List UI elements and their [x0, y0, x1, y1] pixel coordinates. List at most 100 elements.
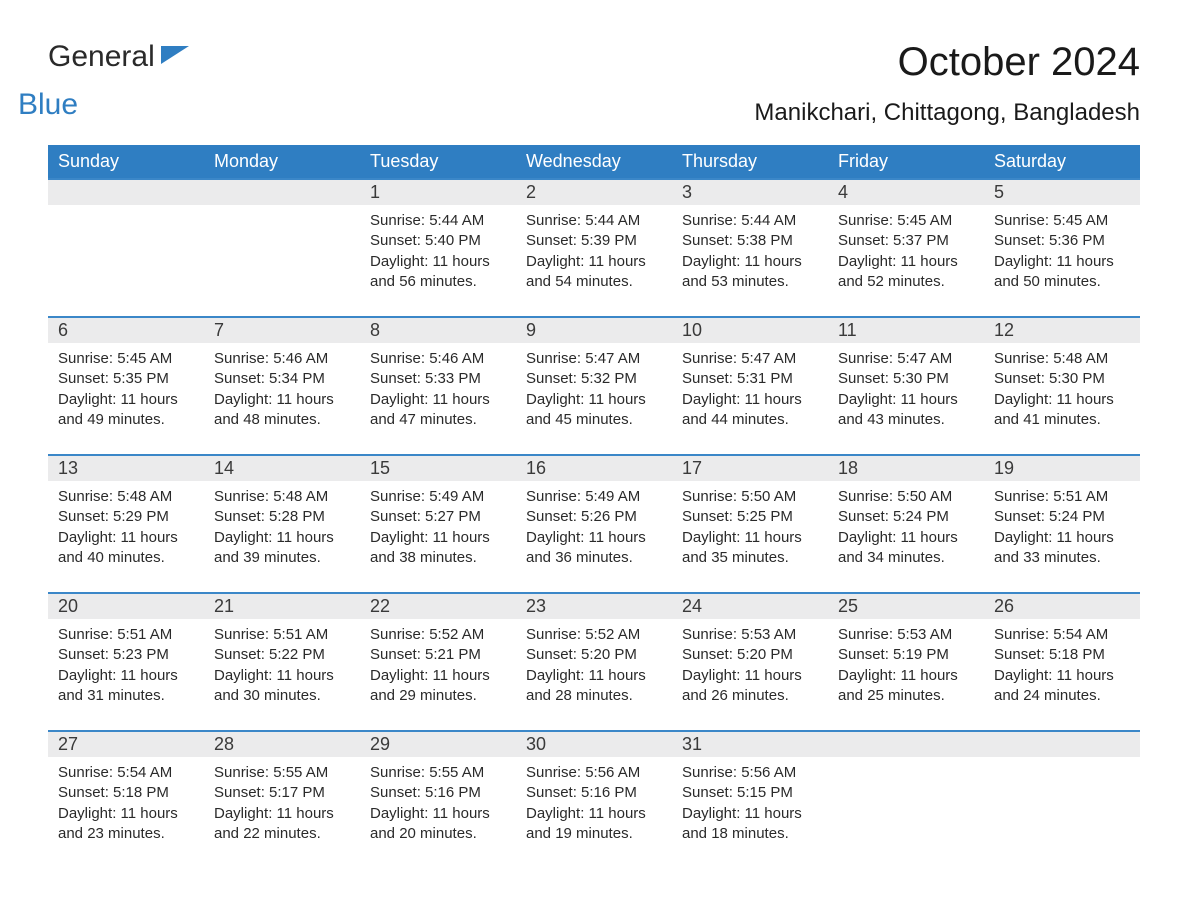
day-sunrise: Sunrise: 5:48 AM: [214, 487, 350, 507]
day-content: Sunrise: 5:55 AMSunset: 5:16 PMDaylight:…: [360, 757, 516, 844]
day-sunset: Sunset: 5:24 PM: [994, 507, 1130, 527]
logo-triangle-icon: [161, 46, 189, 64]
day-content: Sunrise: 5:48 AMSunset: 5:28 PMDaylight:…: [204, 481, 360, 568]
day-sunset: Sunset: 5:20 PM: [682, 645, 818, 665]
day-cell: 23Sunrise: 5:52 AMSunset: 5:20 PMDayligh…: [516, 592, 672, 730]
day-daylight1: Daylight: 11 hours: [370, 252, 506, 272]
day-sunset: Sunset: 5:38 PM: [682, 231, 818, 251]
day-daylight2: and 40 minutes.: [58, 548, 194, 568]
week-row: 1Sunrise: 5:44 AMSunset: 5:40 PMDaylight…: [48, 178, 1140, 316]
day-daylight1: Daylight: 11 hours: [682, 390, 818, 410]
day-sunrise: Sunrise: 5:44 AM: [370, 211, 506, 231]
day-number: 1: [360, 178, 516, 205]
day-cell: 24Sunrise: 5:53 AMSunset: 5:20 PMDayligh…: [672, 592, 828, 730]
weekday-header-row: Sunday Monday Tuesday Wednesday Thursday…: [48, 145, 1140, 178]
day-daylight2: and 39 minutes.: [214, 548, 350, 568]
day-daylight2: and 49 minutes.: [58, 410, 194, 430]
day-cell: 10Sunrise: 5:47 AMSunset: 5:31 PMDayligh…: [672, 316, 828, 454]
day-daylight2: and 20 minutes.: [370, 824, 506, 844]
day-sunrise: Sunrise: 5:44 AM: [526, 211, 662, 231]
day-cell: 3Sunrise: 5:44 AMSunset: 5:38 PMDaylight…: [672, 178, 828, 316]
day-daylight1: Daylight: 11 hours: [526, 252, 662, 272]
day-daylight1: Daylight: 11 hours: [682, 804, 818, 824]
day-sunrise: Sunrise: 5:45 AM: [838, 211, 974, 231]
day-sunset: Sunset: 5:23 PM: [58, 645, 194, 665]
day-daylight1: Daylight: 11 hours: [58, 666, 194, 686]
day-number: 18: [828, 454, 984, 481]
day-sunset: Sunset: 5:22 PM: [214, 645, 350, 665]
day-number: 24: [672, 592, 828, 619]
day-daylight1: Daylight: 11 hours: [214, 666, 350, 686]
day-cell: 5Sunrise: 5:45 AMSunset: 5:36 PMDaylight…: [984, 178, 1140, 316]
day-daylight1: Daylight: 11 hours: [682, 252, 818, 272]
day-cell: 19Sunrise: 5:51 AMSunset: 5:24 PMDayligh…: [984, 454, 1140, 592]
day-content: Sunrise: 5:45 AMSunset: 5:36 PMDaylight:…: [984, 205, 1140, 292]
day-cell: [204, 178, 360, 316]
day-daylight1: Daylight: 11 hours: [58, 528, 194, 548]
logo-part2: Blue: [18, 88, 159, 122]
day-sunset: Sunset: 5:17 PM: [214, 783, 350, 803]
day-sunset: Sunset: 5:15 PM: [682, 783, 818, 803]
day-cell: 15Sunrise: 5:49 AMSunset: 5:27 PMDayligh…: [360, 454, 516, 592]
day-number: 29: [360, 730, 516, 757]
day-cell: 21Sunrise: 5:51 AMSunset: 5:22 PMDayligh…: [204, 592, 360, 730]
day-sunset: Sunset: 5:16 PM: [526, 783, 662, 803]
day-sunrise: Sunrise: 5:49 AM: [526, 487, 662, 507]
logo-part1: General: [48, 40, 155, 73]
day-cell: 18Sunrise: 5:50 AMSunset: 5:24 PMDayligh…: [828, 454, 984, 592]
day-cell: 13Sunrise: 5:48 AMSunset: 5:29 PMDayligh…: [48, 454, 204, 592]
day-cell: 2Sunrise: 5:44 AMSunset: 5:39 PMDaylight…: [516, 178, 672, 316]
day-sunset: Sunset: 5:35 PM: [58, 369, 194, 389]
week-row: 27Sunrise: 5:54 AMSunset: 5:18 PMDayligh…: [48, 730, 1140, 868]
day-sunrise: Sunrise: 5:54 AM: [58, 763, 194, 783]
day-daylight2: and 48 minutes.: [214, 410, 350, 430]
day-cell: 12Sunrise: 5:48 AMSunset: 5:30 PMDayligh…: [984, 316, 1140, 454]
day-daylight2: and 54 minutes.: [526, 272, 662, 292]
day-number: 10: [672, 316, 828, 343]
day-content: Sunrise: 5:53 AMSunset: 5:20 PMDaylight:…: [672, 619, 828, 706]
day-sunrise: Sunrise: 5:46 AM: [370, 349, 506, 369]
day-content: Sunrise: 5:51 AMSunset: 5:23 PMDaylight:…: [48, 619, 204, 706]
weekday-header: Tuesday: [360, 145, 516, 178]
weekday-header: Wednesday: [516, 145, 672, 178]
day-sunset: Sunset: 5:18 PM: [994, 645, 1130, 665]
day-daylight2: and 19 minutes.: [526, 824, 662, 844]
day-sunset: Sunset: 5:40 PM: [370, 231, 506, 251]
day-sunrise: Sunrise: 5:46 AM: [214, 349, 350, 369]
day-content: Sunrise: 5:50 AMSunset: 5:25 PMDaylight:…: [672, 481, 828, 568]
week-row: 6Sunrise: 5:45 AMSunset: 5:35 PMDaylight…: [48, 316, 1140, 454]
day-number: 12: [984, 316, 1140, 343]
day-number: 31: [672, 730, 828, 757]
weekday-header: Friday: [828, 145, 984, 178]
day-daylight2: and 35 minutes.: [682, 548, 818, 568]
day-daylight2: and 22 minutes.: [214, 824, 350, 844]
day-sunrise: Sunrise: 5:47 AM: [838, 349, 974, 369]
day-sunrise: Sunrise: 5:51 AM: [58, 625, 194, 645]
day-number: 22: [360, 592, 516, 619]
day-daylight2: and 52 minutes.: [838, 272, 974, 292]
day-sunset: Sunset: 5:34 PM: [214, 369, 350, 389]
day-number: [48, 178, 204, 205]
day-cell: 30Sunrise: 5:56 AMSunset: 5:16 PMDayligh…: [516, 730, 672, 868]
day-cell: 16Sunrise: 5:49 AMSunset: 5:26 PMDayligh…: [516, 454, 672, 592]
day-content: Sunrise: 5:56 AMSunset: 5:16 PMDaylight:…: [516, 757, 672, 844]
day-content: Sunrise: 5:56 AMSunset: 5:15 PMDaylight:…: [672, 757, 828, 844]
day-cell: 28Sunrise: 5:55 AMSunset: 5:17 PMDayligh…: [204, 730, 360, 868]
day-daylight1: Daylight: 11 hours: [526, 666, 662, 686]
day-cell: 17Sunrise: 5:50 AMSunset: 5:25 PMDayligh…: [672, 454, 828, 592]
day-sunrise: Sunrise: 5:55 AM: [214, 763, 350, 783]
day-sunset: Sunset: 5:19 PM: [838, 645, 974, 665]
day-cell: [48, 178, 204, 316]
day-sunrise: Sunrise: 5:54 AM: [994, 625, 1130, 645]
day-sunset: Sunset: 5:33 PM: [370, 369, 506, 389]
day-cell: 9Sunrise: 5:47 AMSunset: 5:32 PMDaylight…: [516, 316, 672, 454]
day-content: Sunrise: 5:50 AMSunset: 5:24 PMDaylight:…: [828, 481, 984, 568]
logo: General Blue: [48, 40, 189, 108]
day-cell: 26Sunrise: 5:54 AMSunset: 5:18 PMDayligh…: [984, 592, 1140, 730]
day-sunrise: Sunrise: 5:48 AM: [58, 487, 194, 507]
week-row: 13Sunrise: 5:48 AMSunset: 5:29 PMDayligh…: [48, 454, 1140, 592]
day-sunset: Sunset: 5:27 PM: [370, 507, 506, 527]
day-sunset: Sunset: 5:25 PM: [682, 507, 818, 527]
day-content: Sunrise: 5:51 AMSunset: 5:24 PMDaylight:…: [984, 481, 1140, 568]
day-daylight2: and 26 minutes.: [682, 686, 818, 706]
